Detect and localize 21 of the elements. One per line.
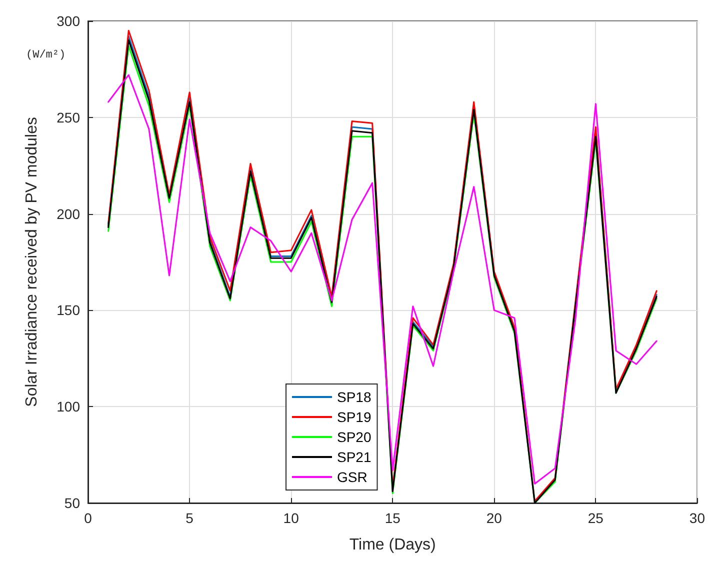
legend-label: SP19 xyxy=(337,409,372,425)
text: (W/m²) xyxy=(26,50,66,62)
x-tick-label: 30 xyxy=(689,510,706,526)
x-tick-label: 5 xyxy=(186,510,194,526)
x-tick-label: 10 xyxy=(283,510,300,526)
y-tick-label: 100 xyxy=(56,398,80,415)
legend-label: GSR xyxy=(337,469,368,485)
y-tick-label: 300 xyxy=(56,13,80,29)
legend-label: SP20 xyxy=(337,429,372,445)
y-axis-title: Solar Irradiance received by PV modules xyxy=(24,117,40,407)
x-tick-label: 0 xyxy=(84,510,92,526)
legend-label: SP18 xyxy=(337,389,372,405)
y-tick-label: 50 xyxy=(64,495,80,511)
y-tick-label: 150 xyxy=(56,302,80,318)
x-tick-label: 20 xyxy=(486,510,502,526)
x-axis-title: Time (Days) xyxy=(349,536,436,554)
x-tick-label: 15 xyxy=(384,510,401,526)
y-tick-label: 200 xyxy=(56,206,80,222)
x-tick-label: 25 xyxy=(588,510,604,526)
legend-label: SP21 xyxy=(337,449,372,465)
y-tick-label: 250 xyxy=(56,109,80,126)
